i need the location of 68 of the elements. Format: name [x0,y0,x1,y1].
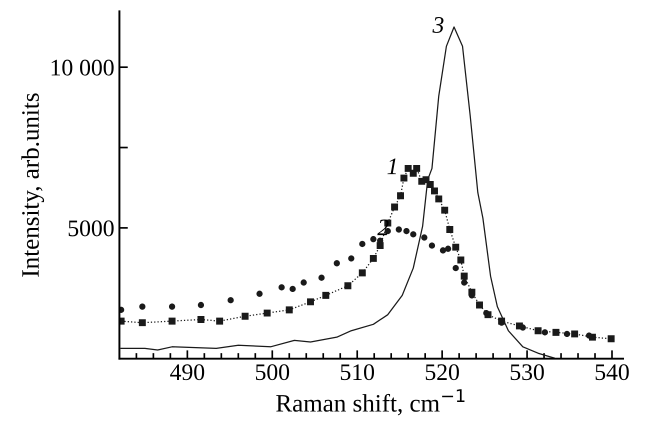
point [476,302,483,308]
x-tick-label: 540 [596,364,629,380]
x-tick-label: 520 [426,364,459,380]
x-axis-title: Raman shift, cm$^{−1}$ [276,389,464,416]
x-tick-label: 510 [340,364,374,380]
point [457,256,464,264]
point [286,306,293,314]
y-tick-label: 10 000 [52,60,114,76]
point [516,322,523,330]
point [460,272,468,280]
x-tick-label: 500 [256,364,290,380]
series-label: 1 [387,158,396,174]
point [435,195,442,202]
point [358,269,366,276]
point [534,327,542,334]
point [441,206,448,214]
point [403,228,410,234]
point [139,304,146,310]
point [410,231,416,238]
point [359,240,366,248]
point [307,298,314,306]
point [228,297,234,304]
point [168,304,176,310]
point [376,242,384,250]
point [428,242,436,249]
y-tick-label: 5000 [68,220,114,236]
point [452,264,459,272]
x-tick-label: 490 [170,364,204,380]
point [264,310,271,317]
point [431,187,438,194]
point [318,274,325,281]
point [168,318,176,325]
point [571,330,578,338]
point [397,192,404,200]
point [396,226,402,233]
point [322,292,330,299]
point [400,174,408,182]
point [256,290,263,297]
point [468,288,476,296]
point [348,255,354,262]
point [198,302,204,308]
series-label: 2 [377,220,389,236]
point [391,204,398,210]
point [446,226,454,233]
y-axis-title: Intensity, arb.units [21,93,44,277]
point [444,246,452,252]
point [452,244,460,251]
point [278,284,285,290]
point [608,335,615,342]
point [370,236,376,242]
x-tick-label: 530 [510,364,544,380]
point [421,234,428,241]
point [290,286,296,292]
point [440,247,446,254]
point [216,318,224,325]
point [461,279,468,286]
point [552,328,560,336]
point [334,260,340,266]
point [242,312,249,320]
point [588,334,596,341]
point [413,164,420,172]
point [404,164,412,172]
point [300,279,307,286]
point [138,319,146,326]
point [344,282,352,290]
series-label: 3 [432,17,444,33]
point [197,316,204,323]
point [370,254,377,262]
